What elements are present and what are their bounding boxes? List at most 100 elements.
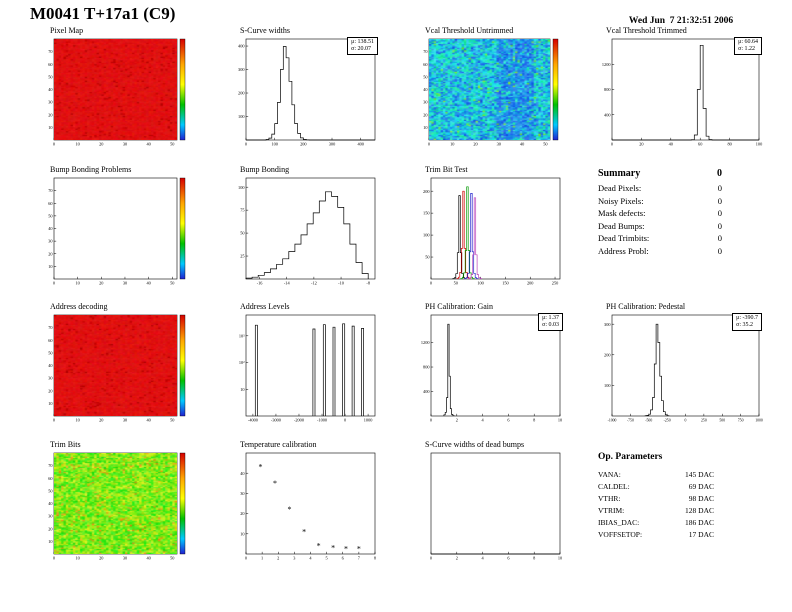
summary-list: Dead Pixels: 0 Noisy Pixels: 0 Mask defects:… xyxy=(598,183,722,256)
svg-text:200: 200 xyxy=(604,352,610,357)
svg-text:80: 80 xyxy=(727,142,731,147)
svg-text:20: 20 xyxy=(48,251,52,256)
vcal-untrimmed-chart: 0 10 20 30 40 50 10 20 30 40 50 60 70 xyxy=(415,36,565,150)
plot-trim-bits: Trim Bits 0 10 20 30 40 50 10 20 30 40 50 60 70 xyxy=(40,440,192,564)
svg-text:*: * xyxy=(259,463,263,472)
svg-text:*: * xyxy=(302,527,306,536)
plot-address-decoding: Address decoding 0 10 20 30 40 50 10 20 30 40 50 60… xyxy=(40,302,192,426)
param-value: 0 xyxy=(717,233,722,243)
scurve-widths-chart: 0 100 200 300 400 100 200 300 400 μ: 138.51 σ: 2… xyxy=(230,36,380,150)
param-label: VANA: xyxy=(598,470,621,479)
param-row: VOFFSETOP: 17 DAC xyxy=(598,530,714,539)
svg-text:25: 25 xyxy=(240,254,244,259)
svg-text:40: 40 xyxy=(48,363,52,368)
svg-text:20: 20 xyxy=(48,112,52,117)
param-value: 186 DAC xyxy=(685,518,714,527)
svg-text:70: 70 xyxy=(48,463,52,468)
svg-text:100: 100 xyxy=(604,383,610,388)
svg-text:10: 10 xyxy=(240,531,244,536)
stats-sigma: σ: 35.2 xyxy=(736,322,754,328)
svg-text:7: 7 xyxy=(358,556,361,561)
svg-text:30: 30 xyxy=(240,491,244,496)
svg-text:0: 0 xyxy=(685,419,687,423)
svg-text:40: 40 xyxy=(669,142,673,147)
svg-text:40: 40 xyxy=(48,87,52,92)
svg-text:400: 400 xyxy=(604,112,610,117)
svg-text:8: 8 xyxy=(374,556,376,561)
svg-text:0: 0 xyxy=(245,556,247,561)
stats-box: μ: -390.7 σ: 35.2 xyxy=(732,313,762,331)
stats-sigma: σ: 0.03 xyxy=(542,322,559,328)
param-value: 128 DAC xyxy=(685,506,714,515)
svg-text:10: 10 xyxy=(450,142,454,147)
svg-text:0: 0 xyxy=(430,556,432,561)
param-row: VTHR: 98 DAC xyxy=(598,494,714,503)
ph-gain-chart: 0 2 4 6 8 10 400 800 1200 μ: 1.37 σ: 0.03 xyxy=(415,312,565,426)
svg-text:10²: 10² xyxy=(239,360,245,365)
svg-text:100: 100 xyxy=(238,185,244,190)
plot-title: Vcal Threshold Untrimmed xyxy=(425,26,514,35)
ph-pedestal-chart: -1000 -750 -500 -250 0 250 500 750 1000 100 200 300… xyxy=(596,312,764,426)
svg-text:-14: -14 xyxy=(284,281,291,286)
param-label: VTRIM: xyxy=(598,506,625,515)
param-row: VTRIM: 128 DAC xyxy=(598,506,714,515)
svg-text:0: 0 xyxy=(245,142,247,147)
svg-text:20: 20 xyxy=(99,418,103,423)
svg-text:60: 60 xyxy=(423,62,427,67)
svg-text:300: 300 xyxy=(329,142,335,147)
svg-text:30: 30 xyxy=(48,239,52,244)
param-row: Mask defects: 0 xyxy=(598,208,722,218)
svg-text:400: 400 xyxy=(238,44,244,49)
svg-text:50: 50 xyxy=(454,281,458,286)
svg-text:20: 20 xyxy=(99,556,103,561)
param-label: Dead Pixels: xyxy=(598,183,642,193)
svg-text:30: 30 xyxy=(123,418,127,423)
svg-text:-750: -750 xyxy=(627,419,634,423)
param-value: 0 xyxy=(717,208,722,218)
dead-scurve-chart: 0 2 4 6 8 10 xyxy=(415,450,565,564)
svg-text:100: 100 xyxy=(423,233,429,238)
svg-text:-16: -16 xyxy=(257,281,264,286)
heatmap-pixels xyxy=(429,39,550,140)
stats-mu: μ: -390.7 xyxy=(736,315,758,321)
svg-text:3: 3 xyxy=(293,556,295,561)
svg-text:30: 30 xyxy=(123,556,127,561)
svg-text:40: 40 xyxy=(520,142,524,147)
svg-text:800: 800 xyxy=(423,365,429,370)
param-value: 0 xyxy=(717,245,722,256)
svg-text:50: 50 xyxy=(423,74,427,79)
svg-text:4: 4 xyxy=(482,418,485,423)
bump-bonding-chart: -16 -14 -12 -10 -8 25 50 75 100 xyxy=(230,175,380,289)
heatmap-pixels xyxy=(54,315,177,416)
address-decoding-chart: 0 10 20 30 40 50 10 20 30 40 50 60 70 xyxy=(40,312,192,426)
svg-text:30: 30 xyxy=(123,281,127,286)
param-row: Noisy Pixels: 0 xyxy=(598,196,722,206)
svg-text:10: 10 xyxy=(76,142,80,147)
param-value: 69 DAC xyxy=(688,482,714,491)
op-parameters-list: VANA: 145 DAC CALDEL: 69 DAC VTHR: 98 DAC VTRI… xyxy=(598,470,714,539)
param-row: IBIAS_DAC: 186 DAC xyxy=(598,518,714,527)
svg-text:50: 50 xyxy=(170,142,174,147)
plot-title: Address Levels xyxy=(240,302,290,311)
svg-text:2: 2 xyxy=(456,418,458,423)
svg-text:10: 10 xyxy=(48,264,52,269)
svg-text:-4000: -4000 xyxy=(248,418,258,423)
svg-text:20: 20 xyxy=(99,142,103,147)
summary-title: Summary xyxy=(598,168,641,179)
svg-text:20: 20 xyxy=(639,142,643,147)
vcal-trimmed-chart: 0 20 40 60 80 100 400 800 1200 μ: 60.64 σ: 1.22 xyxy=(596,36,764,150)
svg-text:50: 50 xyxy=(48,350,52,355)
svg-text:40: 40 xyxy=(240,471,244,476)
svg-text:250: 250 xyxy=(701,419,707,423)
svg-text:300: 300 xyxy=(604,322,610,327)
plot-vcal-trimmed: Vcal Threshold Trimmed 0 20 40 60 80 100 400 80… xyxy=(596,26,764,150)
param-value: 0 xyxy=(717,220,722,231)
plot-ph-gain: PH Calibration: Gain 0 2 4 6 8 10 400 800 1200 μ… xyxy=(415,302,565,426)
svg-text:6: 6 xyxy=(342,556,345,561)
param-value: 17 DAC xyxy=(688,530,714,539)
svg-text:1200: 1200 xyxy=(421,340,430,345)
svg-text:*: * xyxy=(317,541,321,550)
plot-title: Bump Bonding Problems xyxy=(50,165,132,174)
timestamp: Wed Jun 7 21:32:51 2006 xyxy=(628,16,734,26)
stats-mu: μ: 1.37 xyxy=(542,315,559,321)
